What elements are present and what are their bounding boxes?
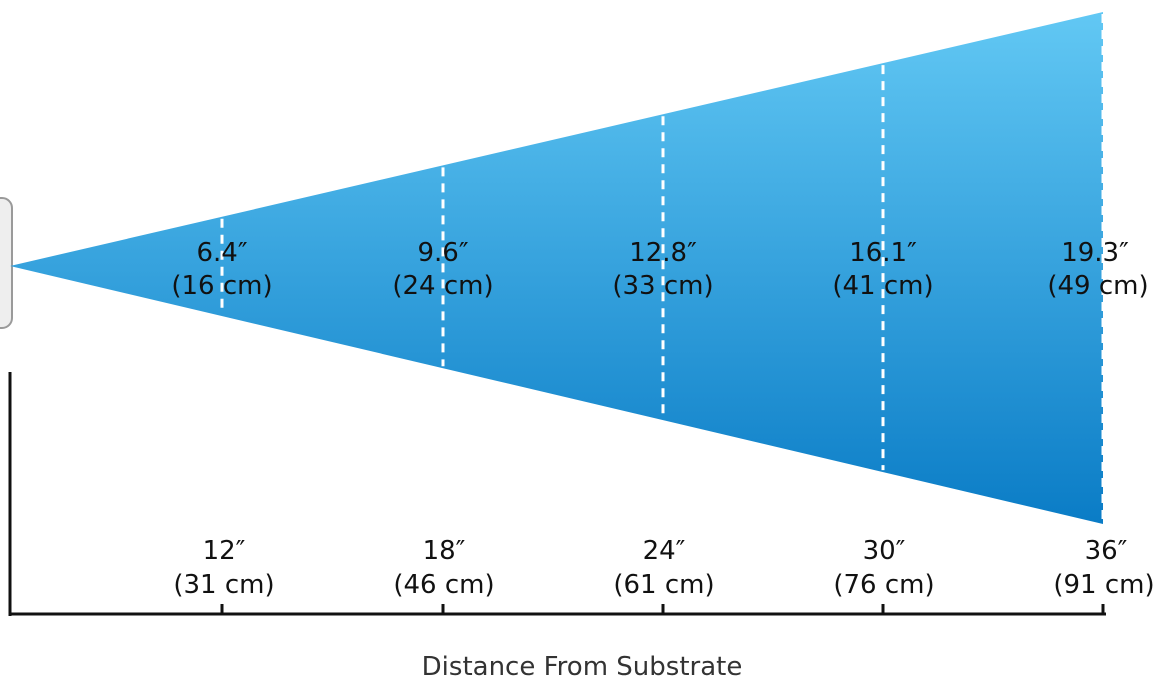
width-labels: 6.4″ (16 cm) 9.6″ (24 cm) 12.8″ (33 cm) …: [171, 238, 1148, 301]
width-label-inches: 6.4″: [196, 238, 247, 268]
width-label-cm: (16 cm): [171, 271, 272, 301]
width-label-cm: (33 cm): [612, 271, 713, 301]
width-label-inches: 19.3″: [1061, 238, 1129, 268]
distance-label-inches: 18″: [423, 536, 466, 566]
distance-label-inches: 36″: [1085, 536, 1128, 566]
distance-label-inches: 24″: [643, 536, 686, 566]
distance-label-cm: (91 cm): [1053, 570, 1154, 600]
distance-label-cm: (31 cm): [173, 570, 274, 600]
spray-cone: [10, 12, 1103, 524]
distance-axis: 12″ (31 cm) 18″ (46 cm) 24″ (61 cm) 30″ …: [8, 372, 1155, 678]
width-label-cm: (41 cm): [832, 271, 933, 301]
width-label-inches: 9.6″: [417, 238, 468, 268]
distance-label-cm: (61 cm): [613, 570, 714, 600]
axis-title: Distance From Substrate: [422, 652, 743, 678]
distance-label-inches: 30″: [863, 536, 906, 566]
distance-label-cm: (46 cm): [393, 570, 494, 600]
width-label-inches: 16.1″: [849, 238, 917, 268]
width-label-cm: (24 cm): [392, 271, 493, 301]
width-label-inches: 12.8″: [629, 238, 697, 268]
axis-ticks: [220, 604, 1105, 614]
distance-label-inches: 12″: [203, 536, 246, 566]
distance-label-cm: (76 cm): [833, 570, 934, 600]
width-marker-lines: [220, 14, 1105, 522]
width-label-cm: (49 cm): [1047, 271, 1148, 301]
nozzle-icon: [0, 197, 13, 329]
